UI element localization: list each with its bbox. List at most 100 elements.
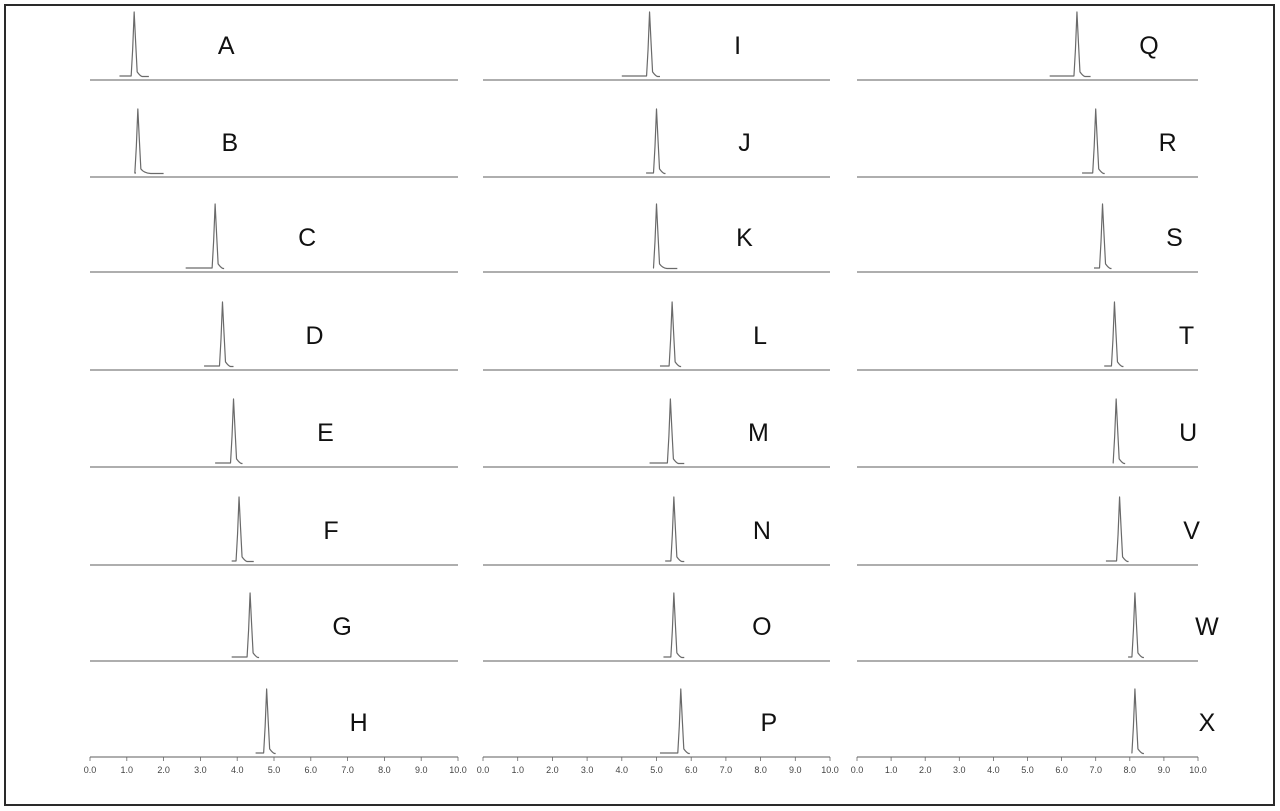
trace-peak [659, 688, 690, 755]
x-tick-label: 2.0 [546, 765, 559, 775]
panel-label: E [317, 419, 334, 447]
panel-label: T [1179, 322, 1194, 350]
trace-peak [1093, 203, 1112, 270]
panel-label: O [752, 613, 771, 641]
x-tick-label: 4.0 [987, 765, 1000, 775]
x-tick-label: 0.0 [84, 765, 97, 775]
trace-r: R [857, 108, 1198, 178]
trace-v: V [857, 496, 1200, 566]
trace-peak [204, 301, 234, 368]
trace-peak [119, 11, 149, 78]
x-axis-column-3: 0.0 1.0 2.0 3.0 4.0 5.0 6.0 7.0 8.0 9.0 10.0 [851, 757, 1207, 775]
trace-c: C [90, 203, 458, 273]
trace-u: U [857, 398, 1198, 468]
x-tick-label: 1.0 [121, 765, 134, 775]
trace-i: I [483, 11, 830, 81]
trace-p: P [483, 688, 830, 758]
trace-b: B [90, 108, 458, 178]
trace-peak [185, 203, 225, 270]
trace-x: X [857, 688, 1216, 758]
trace-s: S [857, 203, 1198, 273]
trace-peak [231, 592, 260, 659]
panel-label: I [734, 32, 741, 60]
trace-t: T [857, 301, 1198, 371]
trace-peak [1049, 11, 1091, 78]
panel-label: S [1166, 224, 1183, 252]
panel-label: F [323, 517, 338, 545]
trace-peak [649, 398, 685, 465]
x-tick-label: 3.0 [581, 765, 594, 775]
trace-w: W [857, 592, 1219, 662]
panel-label: K [736, 224, 753, 252]
trace-peak [652, 203, 678, 270]
x-tick-label: 10.0 [821, 765, 839, 775]
panel-label: L [753, 322, 767, 350]
x-tick-label: 4.0 [616, 765, 629, 775]
x-axis-column-1: 0.0 1.0 2.0 3.0 4.0 5.0 6.0 7.0 8.0 9.0 10.0 [84, 757, 467, 775]
x-tick-label: 2.0 [919, 765, 932, 775]
trace-peak [231, 496, 254, 563]
panel-label: B [221, 129, 238, 157]
x-tick-label: 5.0 [268, 765, 281, 775]
x-tick-label: 8.0 [378, 765, 391, 775]
trace-peak [621, 11, 660, 78]
x-tick-label: 0.0 [851, 765, 864, 775]
trace-peak [659, 301, 682, 368]
trace-j: J [483, 108, 830, 178]
panel-label: H [350, 709, 368, 737]
panel-label: A [218, 32, 235, 60]
x-tick-label: 4.0 [231, 765, 244, 775]
x-axis-column-2: 0.0 1.0 2.0 3.0 4.0 5.0 6.0 7.0 8.0 9.0 10.0 [477, 757, 839, 775]
panel-label: V [1183, 517, 1200, 545]
x-tick-label: 3.0 [194, 765, 207, 775]
panel-label: W [1195, 613, 1219, 641]
x-tick-label: 2.0 [157, 765, 170, 775]
x-tick-label: 5.0 [650, 765, 663, 775]
panel-label: Q [1139, 32, 1158, 60]
panel-label: J [738, 129, 751, 157]
trace-g: G [90, 592, 458, 662]
trace-d: D [90, 301, 458, 371]
x-tick-label: 10.0 [449, 765, 467, 775]
x-tick-label: 9.0 [415, 765, 428, 775]
x-tick-label: 1.0 [511, 765, 524, 775]
trace-k: K [483, 203, 830, 273]
trace-peak [663, 592, 685, 659]
x-tick-label: 10.0 [1189, 765, 1207, 775]
plot-layer: A B C D E F G H 0.0 1.0 2.0 3.0 4.0 5.0 6.0 7.0 8.0 9.0 10… [84, 11, 1219, 775]
panel-label: M [748, 419, 769, 447]
trace-o: O [483, 592, 830, 662]
x-tick-label: 0.0 [477, 765, 490, 775]
trace-q: Q [857, 11, 1198, 81]
x-tick-label: 6.0 [305, 765, 318, 775]
panel-label: X [1199, 709, 1216, 737]
trace-f: F [90, 496, 458, 566]
x-tick-label: 7.0 [341, 765, 354, 775]
trace-l: L [483, 301, 830, 371]
trace-peak [646, 108, 666, 175]
trace-peak [665, 496, 685, 563]
trace-peak [1112, 398, 1126, 465]
trace-peak [1105, 496, 1129, 563]
trace-h: H [90, 688, 458, 758]
trace-peak [255, 688, 276, 755]
x-tick-label: 8.0 [754, 765, 767, 775]
x-tick-label: 6.0 [685, 765, 698, 775]
x-tick-label: 3.0 [953, 765, 966, 775]
trace-peak [134, 108, 164, 175]
trace-peak [1104, 301, 1124, 368]
trace-a: A [90, 11, 458, 81]
trace-peak [215, 398, 243, 465]
panel-label: N [753, 517, 771, 545]
x-tick-label: 5.0 [1021, 765, 1034, 775]
trace-n: N [483, 496, 830, 566]
x-tick-label: 9.0 [1158, 765, 1171, 775]
trace-peak [1128, 592, 1144, 659]
panel-label: G [332, 613, 351, 641]
panel-label: U [1179, 419, 1197, 447]
panel-label: C [298, 224, 316, 252]
x-tick-label: 9.0 [789, 765, 802, 775]
x-tick-label: 1.0 [885, 765, 898, 775]
trace-m: M [483, 398, 830, 468]
